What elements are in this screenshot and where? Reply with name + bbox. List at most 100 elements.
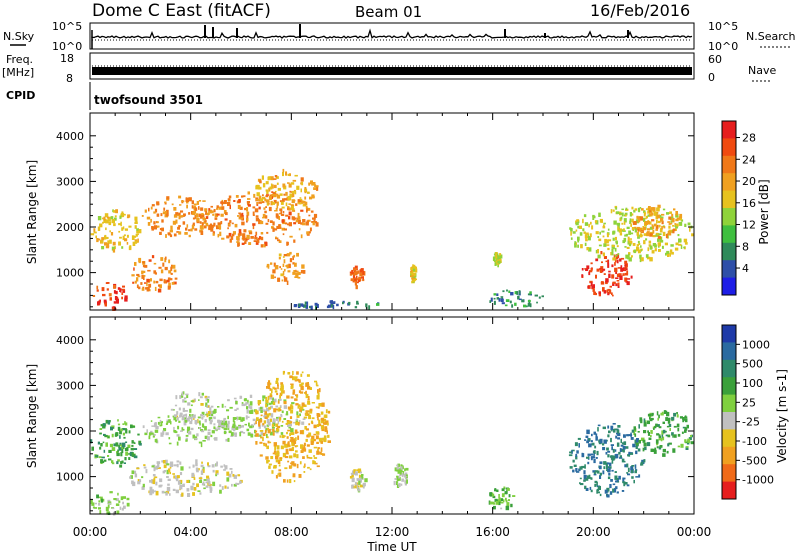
heatmap-cell <box>405 475 408 480</box>
heatmap-cell <box>205 402 208 407</box>
heatmap-cell <box>233 474 237 479</box>
heatmap-cell <box>652 426 655 429</box>
heatmap-cell <box>669 211 672 214</box>
heatmap-cell <box>598 465 602 470</box>
heatmap-cell <box>503 486 506 489</box>
x-tick-label: 20:00 <box>576 525 611 539</box>
heatmap-cell <box>582 218 584 224</box>
heatmap-cell <box>352 271 356 276</box>
heatmap-cell <box>581 465 585 469</box>
heatmap-cell <box>210 205 213 208</box>
heatmap-cell <box>249 406 253 410</box>
heatmap-cell <box>221 206 225 210</box>
heatmap-cell <box>682 418 687 421</box>
heatmap-cell <box>124 228 128 231</box>
heatmap-cell <box>124 295 128 300</box>
heatmap-cell <box>148 259 152 262</box>
heatmap-cell <box>621 458 625 463</box>
heatmap-cell <box>268 463 272 466</box>
heatmap-cell <box>579 477 582 480</box>
heatmap-cell <box>600 266 604 271</box>
heatmap-cell <box>248 230 252 233</box>
heatmap-cell <box>243 229 247 233</box>
heatmap-cell <box>302 456 305 459</box>
heatmap-cell <box>611 244 615 247</box>
heatmap-cell <box>287 460 290 463</box>
heatmap-cell <box>621 490 625 492</box>
heatmap-cell <box>149 479 153 483</box>
heatmap-cell <box>225 438 229 442</box>
heatmap-cell <box>159 231 162 235</box>
heatmap-cell <box>651 219 655 222</box>
colorbar-tick-label: 25 <box>742 396 756 409</box>
heatmap-cell <box>113 443 117 447</box>
heatmap-cell <box>603 290 607 294</box>
heatmap-cell <box>289 251 292 255</box>
heatmap-cell <box>122 432 125 436</box>
heatmap-cell <box>284 467 288 470</box>
heatmap-cell <box>355 275 358 279</box>
heatmap-cell <box>253 422 256 426</box>
heatmap-cell <box>401 472 404 478</box>
heatmap-cell <box>249 425 253 429</box>
heatmap-cell <box>285 265 288 267</box>
heatmap-cell <box>649 245 653 250</box>
heatmap-cell <box>270 428 273 431</box>
heatmap-cell <box>260 406 263 410</box>
heatmap-cell <box>274 265 279 270</box>
heatmap-cell <box>267 429 271 434</box>
heatmap-cell <box>270 183 273 188</box>
heatmap-cell <box>282 211 285 214</box>
heatmap-cell <box>612 294 614 297</box>
heatmap-cell <box>121 211 124 216</box>
heatmap-cell <box>286 431 288 435</box>
heatmap-cell <box>616 479 619 482</box>
heatmap-cell <box>599 438 603 444</box>
heatmap-cell <box>596 481 598 486</box>
heatmap-cell <box>289 193 293 198</box>
heatmap-cell <box>572 469 575 473</box>
heatmap-cell <box>138 286 141 290</box>
heatmap-cell <box>117 492 119 496</box>
heatmap-cell <box>143 464 146 467</box>
heatmap-cell <box>160 421 163 423</box>
heatmap-cell <box>285 171 287 176</box>
heatmap-cell <box>642 439 646 443</box>
heatmap-cell <box>269 388 272 391</box>
heatmap-cell <box>265 222 269 225</box>
heatmap-cell <box>495 254 497 258</box>
heatmap-cell <box>192 222 195 227</box>
heatmap-cell <box>242 233 246 237</box>
x-axis-labels: 00:00 04:00 08:00 12:00 16:00 20:00 00:00 <box>73 525 712 539</box>
heatmap-cell <box>677 427 680 432</box>
heatmap-cluster <box>141 195 219 238</box>
heatmap-cell <box>620 444 624 447</box>
heatmap-cell <box>121 445 124 450</box>
heatmap-cell <box>97 216 102 221</box>
heatmap-cell <box>311 194 315 199</box>
heatmap-cell <box>227 415 229 420</box>
heatmap-cell <box>212 232 215 236</box>
heatmap-cell <box>264 429 267 434</box>
heatmap-cell <box>659 445 663 448</box>
heatmap-cell <box>238 199 241 203</box>
heatmap-cell <box>159 419 162 423</box>
heatmap-cell <box>616 245 619 248</box>
heatmap-cell <box>104 235 107 240</box>
heatmap-cell <box>277 408 281 412</box>
heatmap-cell <box>362 276 364 280</box>
heatmap-cell <box>207 405 210 408</box>
heatmap-cell <box>672 434 674 438</box>
heatmap-cell <box>594 445 597 449</box>
heatmap-cell <box>351 477 355 483</box>
heatmap-cell <box>307 398 310 401</box>
heatmap-cell <box>628 451 631 455</box>
heatmap-cell <box>260 409 263 413</box>
colorbar-tick-label: 28 <box>742 132 756 145</box>
heatmap-cell <box>608 270 611 273</box>
x-tick-label: 16:00 <box>475 525 510 539</box>
heatmap-cell <box>276 453 280 457</box>
heatmap-cell <box>648 206 651 211</box>
heatmap-cell <box>639 233 643 238</box>
heatmap-cell <box>637 249 641 254</box>
